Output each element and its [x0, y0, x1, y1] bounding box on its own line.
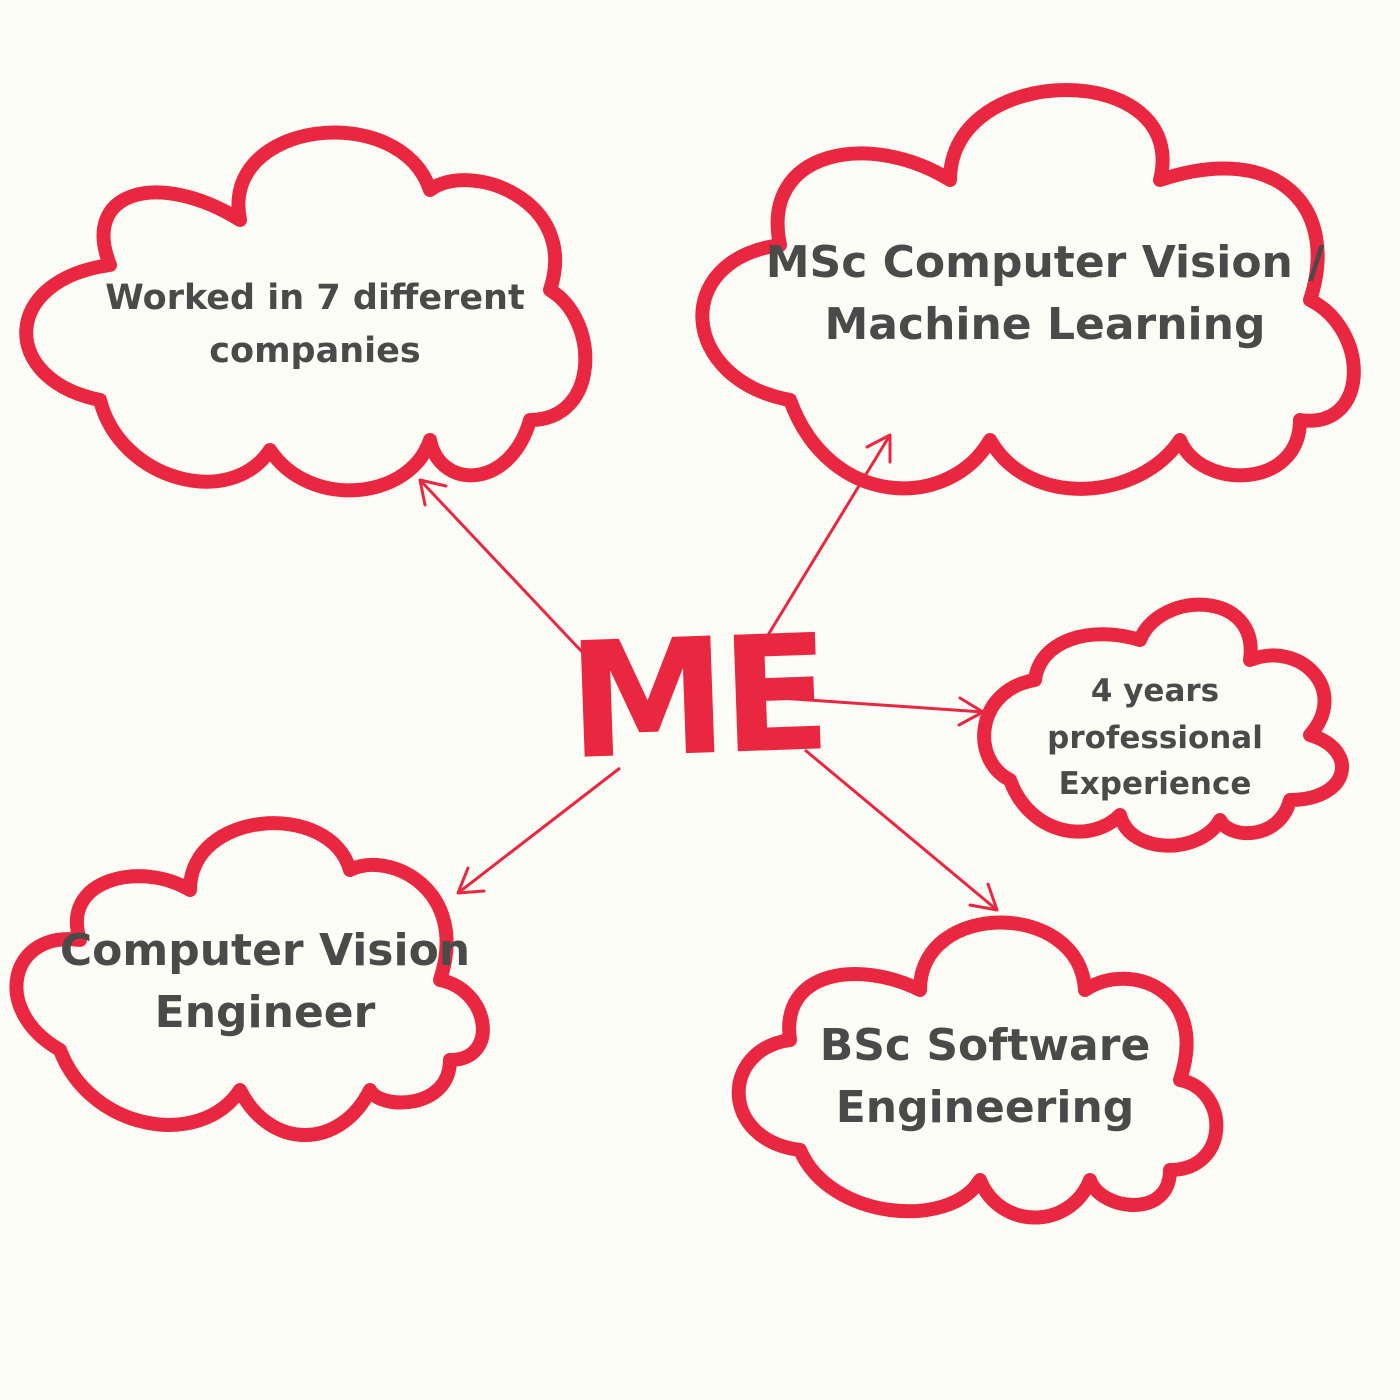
- arrow-to-msc: [763, 433, 892, 641]
- node-bsc-line-1: BSc Software: [819, 1020, 1151, 1071]
- node-companies-label: Worked in 7 different companies: [60, 272, 570, 377]
- node-msc-line-2: Machine Learning: [824, 298, 1266, 350]
- cloud-bsc: [731, 915, 1224, 1225]
- node-msc-label: MSc Computer Vision / Machine Learning: [740, 232, 1350, 355]
- center-node-me: ME: [564, 599, 828, 796]
- cloud-years: [977, 597, 1349, 853]
- node-cv-engineer-line-2: Engineer: [154, 986, 376, 1038]
- cloud-companies: [19, 125, 593, 498]
- node-years-line-2: professional: [1047, 719, 1263, 756]
- arrow-to-bsc: [804, 748, 999, 912]
- arrow-to-years: [764, 695, 985, 727]
- arrow-to-companies: [418, 478, 587, 657]
- node-companies-line-2: companies: [209, 330, 421, 371]
- arrow-to-cv-engineer: [456, 766, 621, 895]
- node-years-line-1: 4 years: [1090, 673, 1220, 709]
- node-years-label: 4 years professional Experience: [1000, 668, 1310, 808]
- cloud-msc: [695, 83, 1361, 496]
- node-bsc-label: BSc Software Engineering: [760, 1015, 1210, 1138]
- node-msc-line-1: MSc Computer Vision /: [765, 237, 1325, 288]
- node-cv-engineer-line-1: Computer Vision: [59, 925, 471, 976]
- cloud-cv-engineer: [9, 816, 490, 1142]
- node-bsc-line-2: Engineering: [835, 1081, 1135, 1133]
- node-companies-line-1: Worked in 7 different: [105, 278, 525, 318]
- node-cv-engineer-label: Computer Vision Engineer: [40, 920, 490, 1043]
- node-years-line-3: Experience: [1058, 766, 1252, 802]
